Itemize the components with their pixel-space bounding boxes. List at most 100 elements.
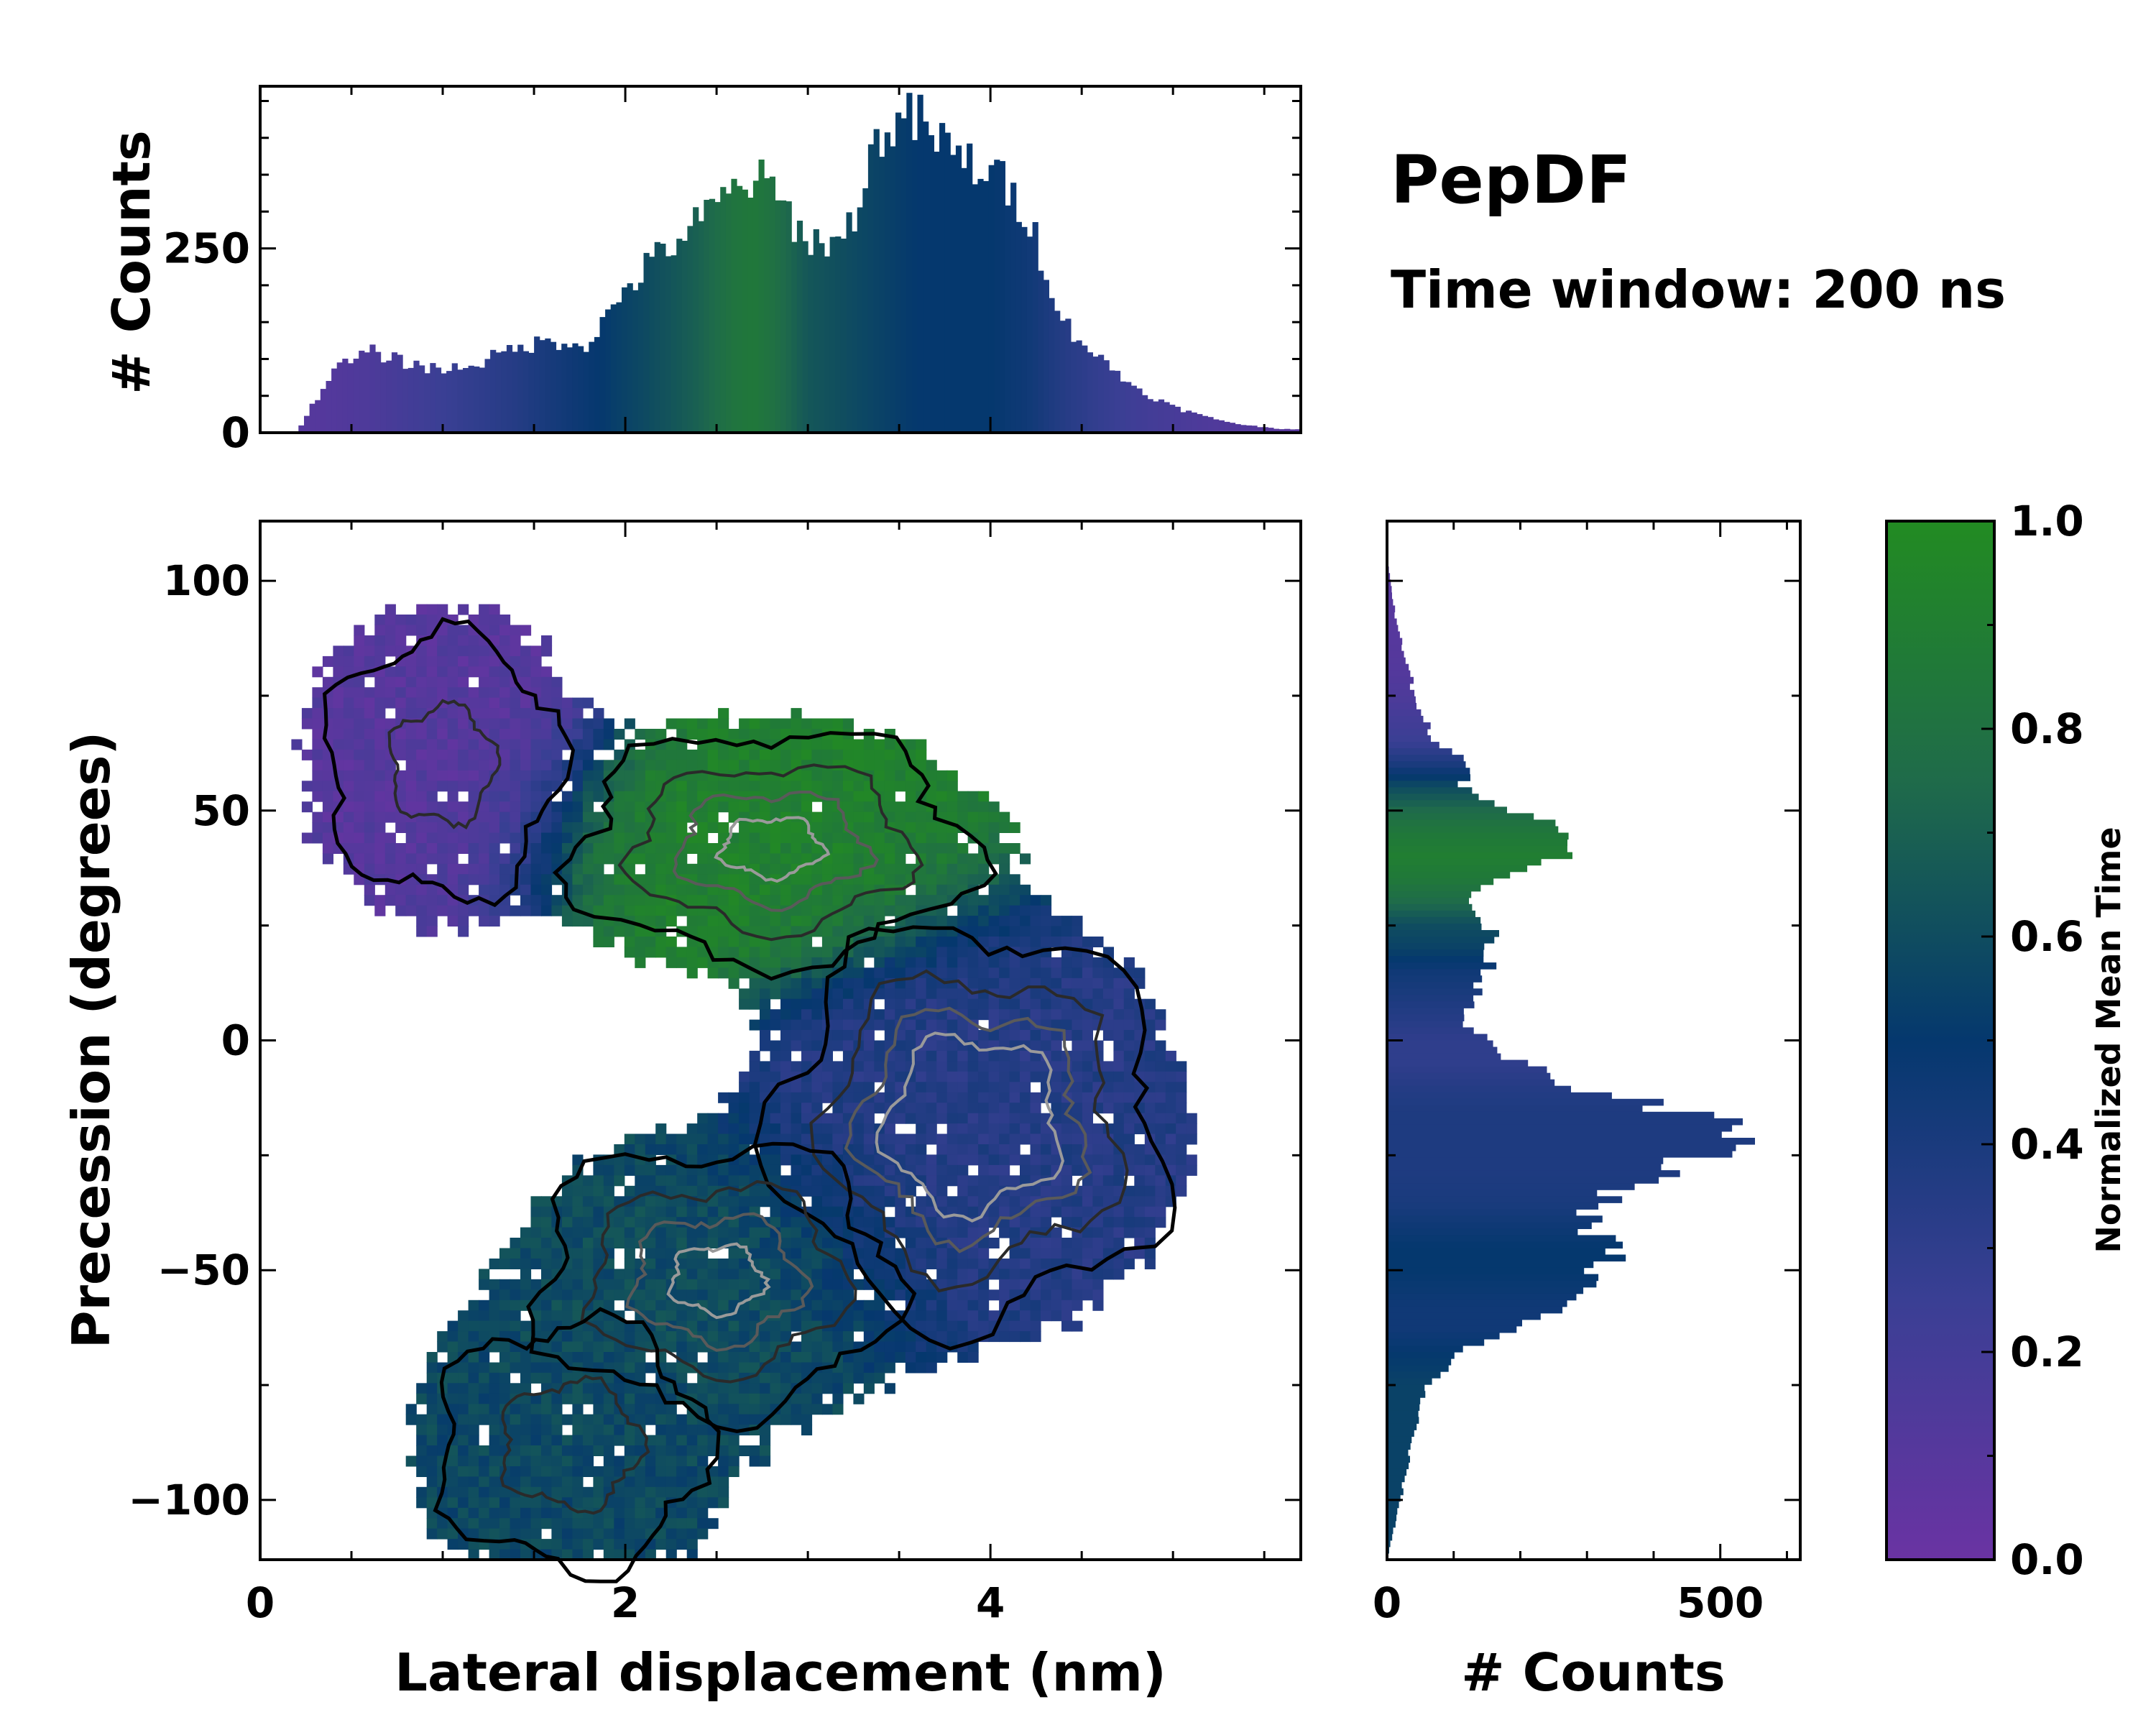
heatmap-cell [468, 770, 479, 781]
heatmap-cell [676, 1164, 688, 1176]
heatmap-cell [1082, 1092, 1093, 1103]
heatmap-cell [999, 1217, 1010, 1228]
heatmap-cell [1020, 1092, 1031, 1103]
heatmap-cell [405, 801, 417, 813]
heatmap-cell [686, 1435, 698, 1446]
right-histogram-bar [1387, 1501, 1399, 1509]
heatmap-cell [936, 1040, 948, 1052]
heatmap-cell [665, 1144, 677, 1155]
heatmap-cell [624, 1133, 635, 1145]
heatmap-cell [978, 1092, 990, 1103]
heatmap-cell [874, 760, 885, 771]
heatmap-cell [468, 739, 479, 750]
heatmap-cell [686, 895, 698, 906]
heatmap-cell [489, 811, 500, 823]
heatmap-cell [780, 1383, 792, 1394]
heatmap-cell [967, 1289, 979, 1301]
heatmap-cell [520, 905, 532, 916]
heatmap-cell [395, 729, 407, 740]
heatmap-cell [1186, 1133, 1197, 1145]
heatmap-cell [541, 1539, 553, 1550]
heatmap-cell [1082, 937, 1093, 947]
heatmap-cell [1030, 1092, 1041, 1103]
right-histogram-bar [1387, 787, 1473, 794]
heatmap-cell [395, 895, 407, 906]
heatmap-cell [572, 1269, 584, 1280]
heatmap-cell [749, 760, 760, 771]
heatmap-cell [957, 1113, 969, 1124]
heatmap-cell [749, 988, 760, 1000]
heatmap-contours [322, 617, 1177, 1583]
heatmap-cell [354, 853, 365, 865]
heatmap-cell [978, 1050, 990, 1062]
heatmap-cell [489, 1528, 500, 1540]
heatmap-cell [780, 760, 792, 771]
colorbar-tick-label-0.6: 0.6 [2010, 912, 2084, 961]
heatmap-cell [635, 1497, 646, 1509]
heatmap-cell [957, 874, 969, 886]
right-histogram-bar [1387, 1059, 1529, 1067]
heatmap-cell [780, 1372, 792, 1384]
heatmap-cell [322, 832, 333, 844]
heatmap-cell [405, 625, 417, 636]
heatmap-cell [416, 645, 428, 657]
top-histogram-bar [583, 351, 589, 433]
heatmap-cell [874, 905, 885, 916]
heatmap-cell [853, 811, 865, 823]
top-histogram-bar [495, 352, 502, 433]
heatmap-cell [645, 1476, 656, 1488]
heatmap-cell [1009, 978, 1021, 989]
heatmap-cell [697, 1310, 709, 1322]
heatmap-cell [895, 1217, 906, 1228]
heatmap-cell [739, 1154, 750, 1166]
heatmap-cell [760, 1289, 771, 1301]
heatmap-cell [946, 853, 958, 865]
heatmap-cell [1072, 1040, 1083, 1052]
heatmap-cell [354, 874, 365, 886]
heatmap-cell [967, 967, 979, 979]
heatmap-cell [967, 863, 979, 875]
top-histogram-bar [347, 363, 354, 433]
heatmap-cell [1061, 1320, 1073, 1332]
heatmap-cell [426, 615, 438, 625]
heatmap-cell [1051, 1092, 1062, 1103]
top-histogram-bar [1153, 401, 1159, 433]
heatmap-cell [468, 1497, 479, 1509]
heatmap-cell [1102, 998, 1114, 1010]
heatmap-cell [520, 1404, 532, 1415]
right-histogram-bar [1387, 1533, 1393, 1541]
colorbar-tick-label-0.8: 0.8 [2010, 704, 2084, 753]
heatmap-cell [665, 760, 677, 771]
heatmap-cell [364, 843, 375, 854]
heatmap-cell [821, 863, 833, 875]
heatmap-cell [1030, 1310, 1041, 1322]
heatmap-cell [291, 739, 303, 750]
heatmap-cell [718, 1362, 729, 1374]
heatmap-cell [936, 1227, 948, 1238]
heatmap-cell [603, 937, 614, 947]
heatmap-cell [635, 1217, 646, 1228]
heatmap-cell [655, 1414, 667, 1425]
heatmap-cell [760, 1435, 771, 1446]
heatmap-cell [520, 811, 532, 823]
top-histogram-bar [556, 349, 562, 433]
heatmap-cell [832, 1113, 844, 1124]
heatmap-cell [541, 811, 553, 823]
heatmap-cell [665, 1259, 677, 1269]
heatmap-cell [510, 1435, 521, 1446]
heatmap-cell [624, 791, 635, 802]
heatmap-cell [874, 1269, 885, 1280]
right-histogram-bar [1387, 878, 1494, 886]
right-histogram-bar [1387, 995, 1474, 1002]
heatmap-cell [624, 1248, 635, 1259]
heatmap-cell [593, 739, 604, 750]
heatmap-cell [530, 1217, 542, 1228]
heatmap-cell [458, 718, 469, 730]
heatmap-cell [520, 1269, 532, 1280]
heatmap-cell [1092, 1300, 1104, 1311]
heatmap-cell [582, 1341, 594, 1353]
heatmap-cell [863, 1061, 875, 1072]
heatmap-cell [624, 1217, 635, 1228]
heatmap-cell [718, 1164, 729, 1176]
heatmap-cell [821, 1082, 833, 1093]
